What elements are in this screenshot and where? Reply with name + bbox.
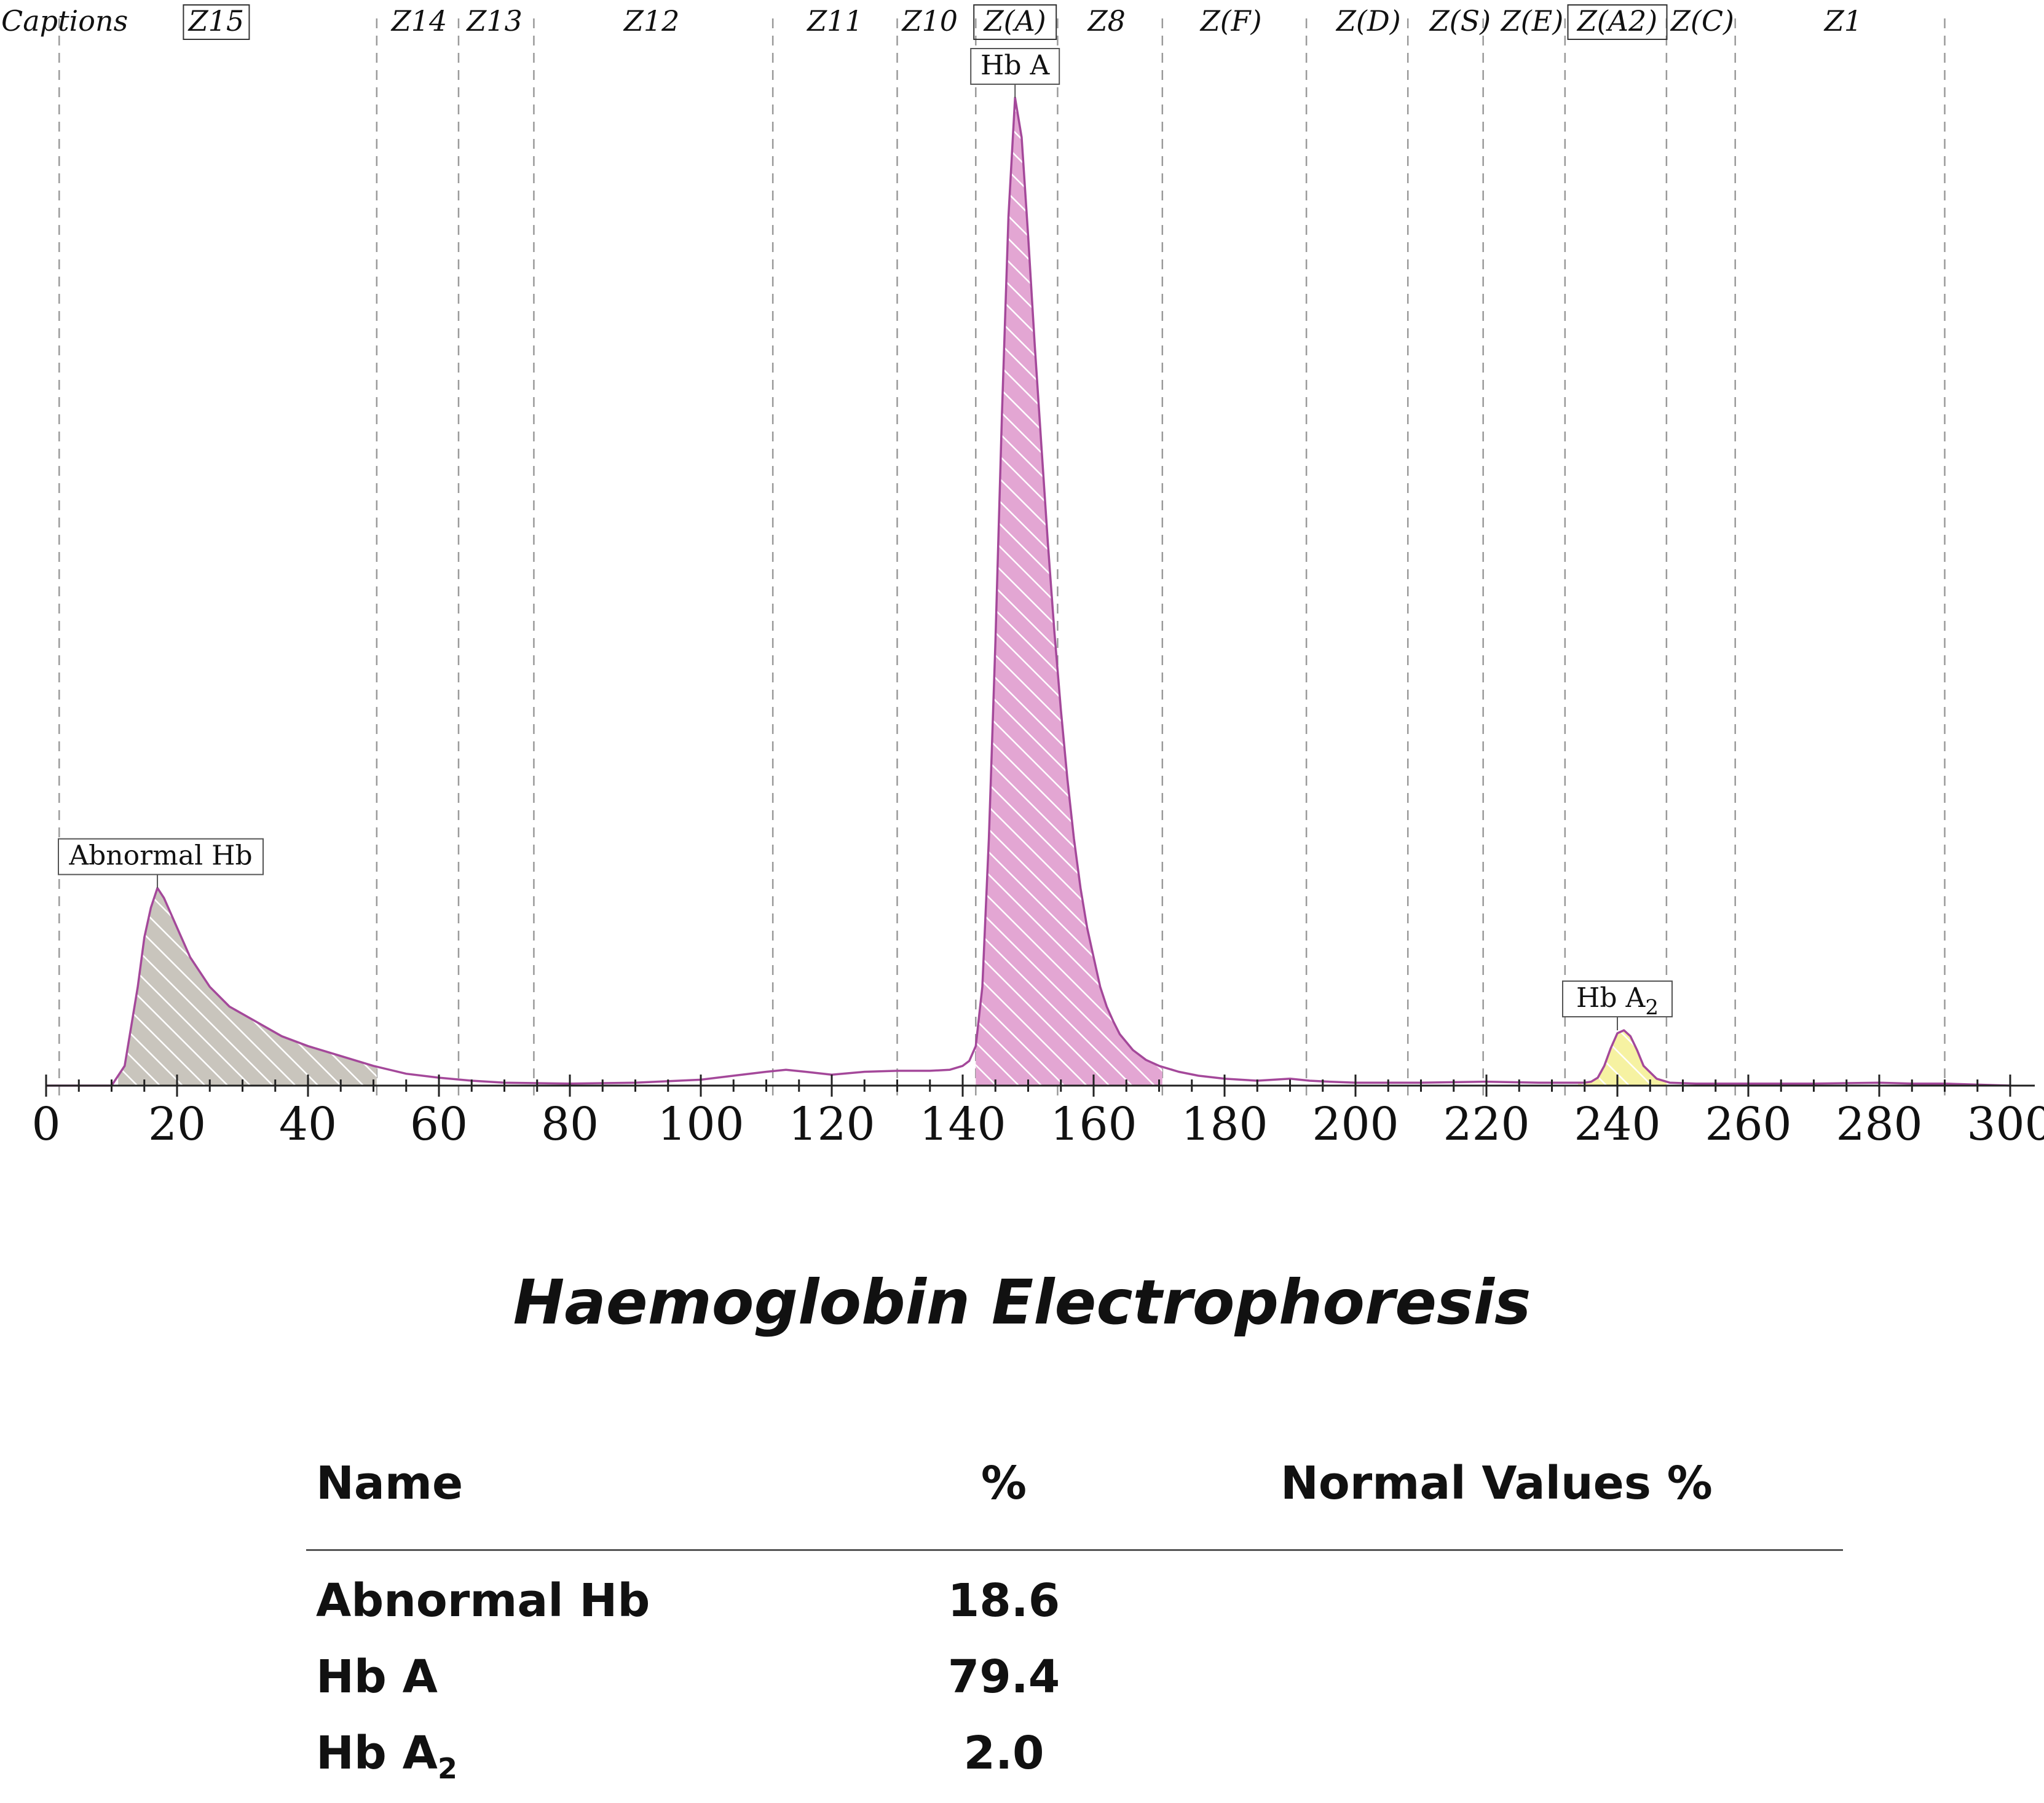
x-tick-label: 240	[1574, 1098, 1660, 1151]
row-name: Hb A2	[316, 1727, 457, 1785]
x-tick-label: 200	[1312, 1098, 1399, 1151]
row-percent: 18.6	[947, 1574, 1060, 1627]
x-tick-label: 260	[1705, 1098, 1791, 1151]
peak-areas	[118, 98, 1667, 1086]
zone-label: Z(F)	[1199, 4, 1262, 37]
x-tick-label: 0	[31, 1098, 60, 1151]
x-tick-label: 280	[1836, 1098, 1922, 1151]
row-name: Abnormal Hb	[316, 1574, 650, 1627]
x-tick-label: 80	[541, 1098, 599, 1151]
row-name: Hb A	[316, 1651, 438, 1709]
peak-labels: Abnormal Hb Hb A Hb A2	[58, 48, 1673, 1031]
peak-hatch	[118, 888, 377, 1086]
peak-hatch	[1578, 1030, 1667, 1086]
zone-label-box	[183, 4, 250, 40]
zone-label: Z12	[623, 4, 680, 37]
results-header-row: Name % Normal Values %	[306, 1457, 1843, 1549]
zone-label: Z15	[187, 4, 245, 37]
zone-label: Z(E)	[1500, 4, 1563, 37]
x-tick-label: 100	[657, 1098, 744, 1151]
zone-boundary-lines	[58, 18, 1946, 1100]
x-tick-label: 60	[410, 1098, 468, 1151]
zone-label: Z8	[1087, 4, 1126, 37]
header-percent: %	[981, 1457, 1027, 1510]
density-curve	[46, 97, 2011, 1087]
peak-label-box	[1562, 980, 1673, 1018]
x-tick-label: 140	[919, 1098, 1006, 1151]
x-tick-label: 20	[148, 1098, 206, 1151]
peak-label: Abnormal Hb	[68, 840, 252, 872]
row-percent: 2.0	[963, 1727, 1044, 1780]
zone-label-box	[973, 4, 1057, 40]
peak-label: Hb A2	[1576, 982, 1659, 1020]
zone-label-box	[1567, 4, 1668, 40]
peak-label-box	[970, 48, 1060, 85]
zone-label: Z(A)	[983, 4, 1046, 37]
electrophoresis-chart: 0 20 40 60 80 100 120 140 160 180 200 220 240 260 280 3…	[1, 4, 2044, 1151]
zone-label: Z(C)	[1670, 4, 1734, 37]
x-tick-label: 180	[1181, 1098, 1268, 1151]
x-tick-label: 40	[279, 1098, 337, 1151]
zone-label: Z13	[465, 4, 523, 37]
table-row: Hb A 79.4	[306, 1651, 1843, 1727]
peak-label: Hb A	[981, 50, 1051, 81]
peak-hatch	[976, 98, 1162, 1086]
curve-line	[46, 97, 2011, 1087]
table-row: Abnormal Hb 18.6	[306, 1574, 1843, 1651]
x-tick-label: 220	[1443, 1098, 1529, 1151]
header-normal-values: Normal Values %	[1280, 1457, 1713, 1510]
row-name-main: Hb A	[316, 1651, 438, 1703]
x-tick-label: 300	[1967, 1098, 2044, 1151]
peak-label-box	[58, 838, 264, 875]
header-divider	[306, 1549, 1843, 1551]
row-name-main: Hb A	[316, 1727, 438, 1780]
peak-label-sub: 2	[1645, 995, 1659, 1020]
zone-label: Z10	[901, 4, 958, 37]
zone-label: Z11	[806, 4, 863, 37]
zone-label: Z(S)	[1429, 4, 1491, 37]
header-name: Name	[316, 1457, 464, 1510]
zone-label: Z(A2)	[1576, 4, 1657, 37]
x-tick-label: 160	[1050, 1098, 1137, 1151]
x-tick-label: 120	[788, 1098, 875, 1151]
row-name-sub: 2	[437, 1751, 457, 1785]
zone-label: Z1	[1823, 4, 1862, 37]
zone-captions: Captions Z15 Z14 Z13 Z12 Z11 Z10 Z(A) Z8 Z(F) Z(D…	[1, 4, 1862, 40]
zone-label: Z(D)	[1335, 4, 1401, 37]
x-axis: 0 20 40 60 80 100 120 140 160 180 200 220 240 260 280 3…	[31, 1075, 2044, 1151]
zone-label: Z14	[390, 4, 448, 37]
results-table: Name % Normal Values % Abnormal Hb 18.6 …	[306, 1457, 1843, 1803]
row-percent: 79.4	[947, 1651, 1060, 1703]
table-row: Hb A2 2.0	[306, 1727, 1843, 1803]
captions-label: Captions	[1, 4, 128, 37]
chart-title: Haemoglobin Electrophoresis	[513, 1266, 1531, 1338]
